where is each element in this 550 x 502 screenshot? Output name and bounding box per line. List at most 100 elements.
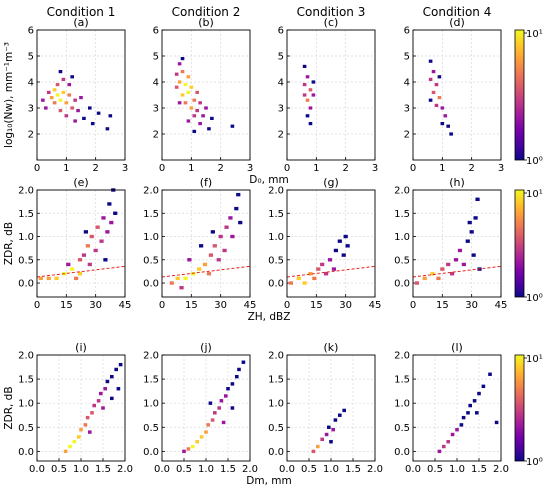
heatmap-cell [224,225,229,229]
axes-frame [36,189,126,298]
y-tick-label: 6 [153,26,159,37]
y-tick-label: 0.0 [394,279,410,290]
heatmap-cell [186,75,191,79]
y-tick-label: 5 [278,52,284,63]
panel-c: (c) 0 1 2 3 2 3 4 5 6 [278,16,379,174]
heatmap-cell [55,93,60,97]
heatmap-cell [450,272,455,276]
heatmap-cell [187,258,192,262]
x-tick-label: 15 [60,300,73,311]
x-tick-label: 1 [63,163,69,174]
heatmap-cell [110,396,114,401]
heatmap-cell [55,83,60,87]
heatmap-cell [105,127,110,131]
heatmap-cell [236,192,241,197]
heatmap-cell [234,206,239,211]
x-tick-label: 3 [122,163,128,174]
heatmap-cell [468,403,472,408]
axes-frame [286,189,376,298]
y-tick-label: 0.0 [18,279,34,290]
x-tick-label: 1.0 [198,464,214,475]
heatmap-cell [459,423,464,427]
panel-j: (j) 0.0 0.5 1.0 1.5 2.0 0.0 0.5 1.0 1.5 2.0 [143,341,258,475]
x-tick-label: 1.5 [95,464,111,475]
panel-h: (h) 0 15 30 45 0.0 0.5 1.0 1.5 2.0 [394,176,507,311]
heatmap-cell [455,427,459,432]
x-tick-label: 2.0 [242,464,258,475]
heatmap-cell [177,101,182,105]
heatmap-cell [192,129,197,133]
y-axis-label-row-1: log₁₀(Nw), mm⁻¹m⁻³ [3,42,15,148]
heatmap-cell [195,109,199,113]
heatmap-cell [74,276,79,281]
heatmap-cell [64,114,69,118]
heatmap-cell [308,88,313,92]
heatmap-cell [64,101,69,105]
heatmap-cell [108,114,113,118]
colorbar-tick-label: 10¹ [526,354,543,365]
x-tick-label: 0.5 [301,464,317,475]
heatmap-cell [217,406,221,410]
x-tick-label: 1.0 [73,464,89,475]
heatmap-cell [329,440,333,444]
y-tick-label: 2.0 [143,186,159,197]
heatmap-cell [338,413,342,417]
y-tick-label: 1.0 [268,232,284,243]
heatmap-cell [116,387,121,391]
x-tick-label: 1.0 [323,464,339,475]
heatmap-cell [88,430,92,434]
heatmap-cell [82,116,86,120]
heatmap-cell [302,64,307,68]
heatmap-cell [204,106,208,110]
y-tick-label: 2.0 [394,186,410,197]
x-tick-label: 0.5 [51,464,67,475]
heatmap-cell [174,85,179,89]
heatmap-cell [450,432,455,437]
heatmap-cell [311,93,316,97]
y-tick-label: 0.0 [394,447,410,458]
y-axis-label-row-3: ZDR, dB [3,386,15,429]
y-axis-label-row-2: ZDR, dB [3,222,15,265]
heatmap-cell [469,230,474,234]
plot-area [287,190,375,297]
heatmap-cell [58,70,63,74]
heatmap-cell [99,391,103,396]
y-tick-label: 1.5 [143,375,159,386]
heatmap-cell [199,435,204,439]
y-tick-label: 5 [404,52,410,63]
y-tick-label: 0.0 [143,279,159,290]
x-tick-label: 0 [159,163,165,174]
heatmap-cell [219,399,224,403]
heatmap-cell [488,372,492,376]
heatmap-cell [105,230,110,234]
heatmap-cell [77,272,83,276]
x-tick-label: 45 [495,300,508,311]
y-tick-label: 4 [28,78,34,89]
y-tick-label: 3 [404,104,410,115]
plot-area [413,30,501,160]
heatmap-cell [472,399,477,403]
column-title-4: Condition 4 [423,5,492,19]
panel-i: (i) 0.0 0.5 1.0 1.5 2.0 0.0 0.5 1.0 1.5 2.0 [18,341,133,475]
heatmap-cell [414,281,420,285]
heatmap-cell [58,98,63,102]
heatmap-cell [186,447,191,451]
heatmap-cell [446,262,451,267]
heatmap-cell [198,101,202,105]
panel-label: (c) [324,16,339,29]
heatmap-cell [428,59,433,63]
heatmap-cell [434,103,439,107]
panel-k: (k) 0.0 0.5 1.0 1.5 2.0 0.0 0.5 1.0 1.5 2.0 [268,341,383,475]
heatmap-cell [475,411,479,415]
x-tick-label: 30 [339,300,352,311]
heatmap-cell [440,267,445,271]
x-tick-label: 0.0 [279,464,295,475]
heatmap-cell [192,98,197,102]
colorbar [514,189,525,298]
heatmap-cell [183,276,188,281]
heatmap-cell [345,244,350,248]
heatmap-cell [114,367,118,372]
heatmap-cell [118,362,123,367]
heatmap-cell [46,276,51,281]
panel-label: (f) [200,176,212,189]
